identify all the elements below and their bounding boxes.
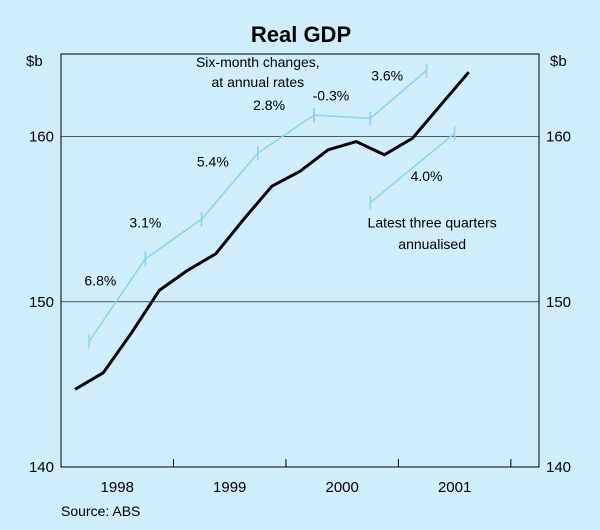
- change-segment: [144, 218, 203, 260]
- y-tick-labels: 140 140 150 150 160 160: [29, 129, 571, 476]
- x-axis-ticks: [60, 459, 512, 467]
- x-tick-label: 2001: [438, 479, 471, 496]
- real-gdp-line: [74, 71, 470, 391]
- change-segment: [369, 69, 428, 120]
- percent-label: 5.4%: [197, 153, 229, 169]
- percent-label: 2.8%: [253, 97, 285, 113]
- annotations: Six-month changes, at annual rates 4.0% Lat…: [196, 54, 497, 252]
- six-month-changes-series: [88, 63, 428, 349]
- y-tick-label-left: 150: [29, 294, 54, 311]
- change-segment: [369, 132, 456, 204]
- x-tick-label: 1999: [213, 479, 246, 496]
- x-tick-label: 2000: [325, 479, 358, 496]
- y-tick-label-left: 140: [29, 459, 54, 476]
- annotation-text: 4.0%: [411, 168, 443, 184]
- annotation-text: at annual rates: [212, 74, 305, 90]
- change-segment: [314, 114, 371, 120]
- percent-label: 3.6%: [371, 67, 403, 83]
- chart-title: Real GDP: [251, 22, 351, 47]
- gridlines: [61, 136, 539, 303]
- y-axis-unit-left: $b: [26, 53, 43, 70]
- source-note: Source: ABS: [61, 503, 140, 519]
- annotation-text: annualised: [398, 236, 466, 252]
- y-axis-unit-right: $b: [550, 53, 567, 70]
- percent-label: 6.8%: [84, 272, 116, 288]
- y-tick-label-right: 140: [546, 459, 571, 476]
- change-segment: [200, 152, 259, 220]
- x-tick-label: 1998: [101, 479, 134, 496]
- annotation-text: Latest three quarters: [368, 214, 497, 230]
- change-segment: [257, 114, 315, 154]
- percent-label: 3.1%: [129, 214, 161, 230]
- plot-area: [60, 53, 540, 468]
- percent-label: -0.3%: [313, 87, 350, 103]
- y-tick-label-right: 160: [546, 129, 571, 146]
- percent-labels: 6.8% 3.1% 5.4% 2.8% -0.3% 3.6%: [84, 67, 403, 288]
- latest-three-quarters-series: [369, 126, 456, 210]
- y-tick-label-right: 150: [546, 294, 571, 311]
- x-tick-labels: 1998 1999 2000 2001: [101, 479, 472, 496]
- annotation-text: Six-month changes,: [196, 54, 320, 70]
- change-segment: [88, 258, 147, 342]
- y-tick-label-left: 160: [29, 129, 54, 146]
